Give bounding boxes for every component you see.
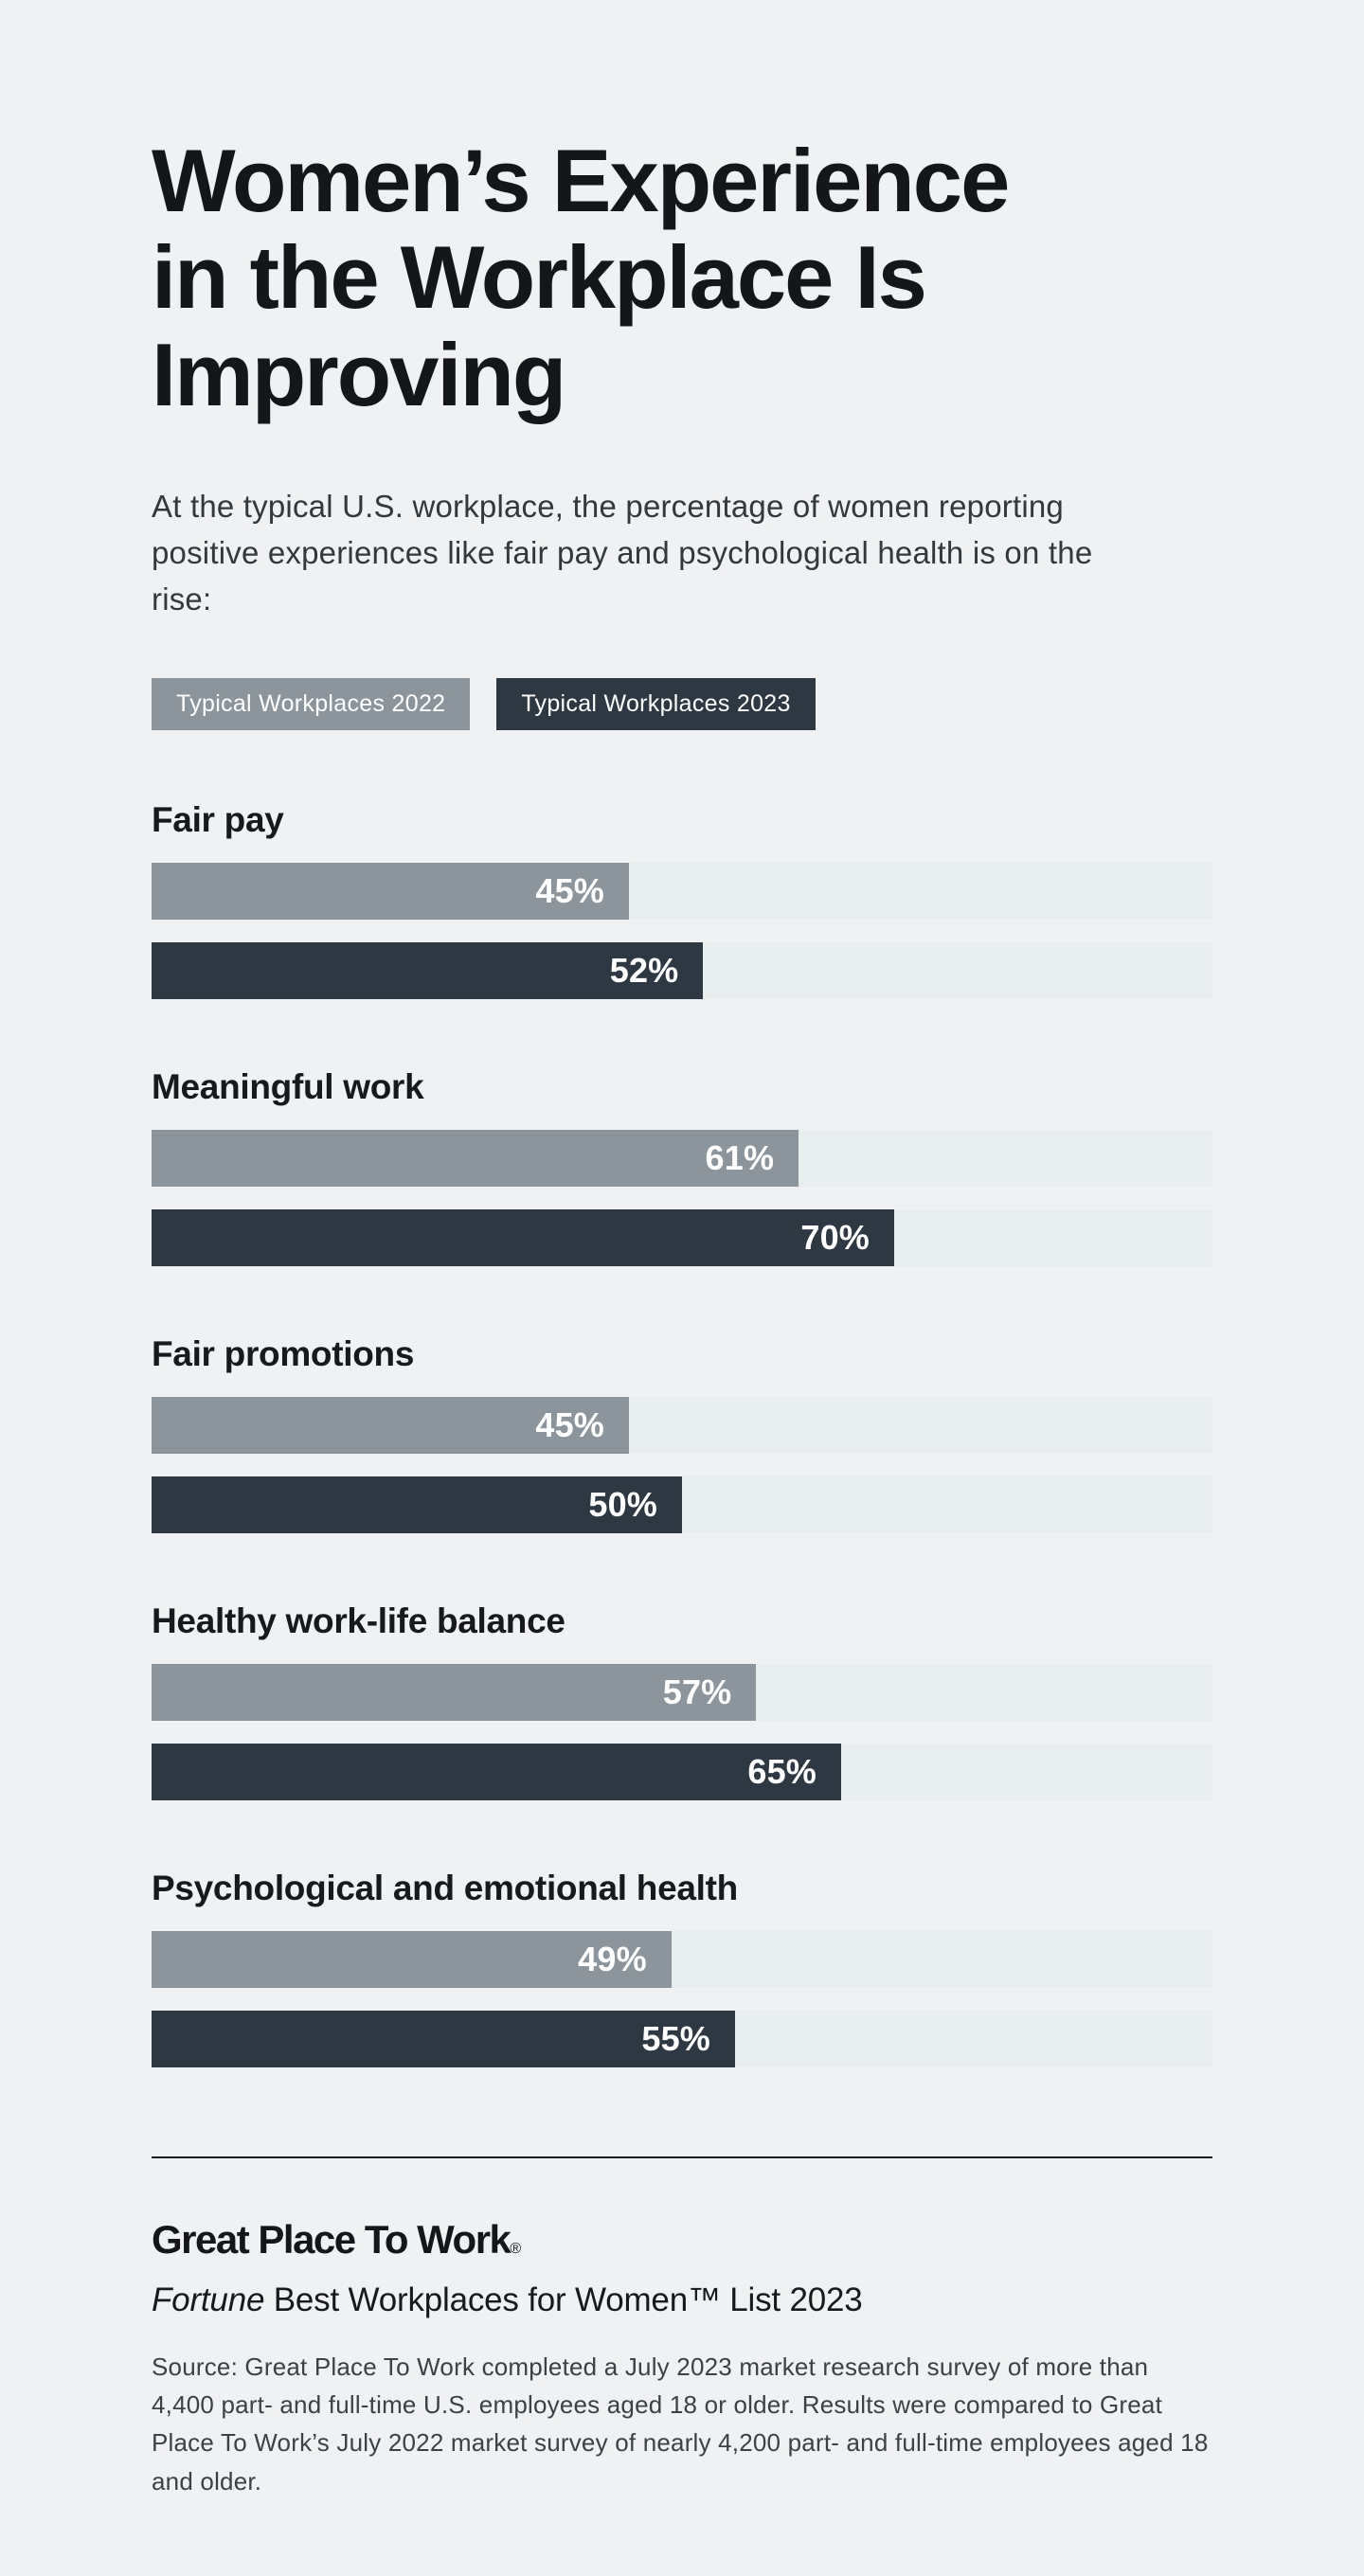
bar-track: 52%: [152, 941, 1212, 999]
category-label: Healthy work-life balance: [152, 1601, 565, 1640]
chart-group: Psychological and emotional health 49% 55%: [152, 1869, 1212, 2067]
chart-legend: Typical Workplaces 2022 Typical Workplac…: [152, 677, 1212, 730]
bar-value-label: 45%: [535, 1404, 604, 1444]
subtitle: At the typical U.S. workplace, the perce…: [152, 489, 1093, 617]
bar-typical-workplaces-2022: 45%: [152, 862, 629, 920]
bar-value-label: 61%: [705, 1137, 775, 1177]
bar-typical-workplaces-2023: 55%: [152, 2010, 735, 2067]
bar-typical-workplaces-2023: 50%: [152, 1476, 682, 1533]
page-title: Women’s Experience in the Workplace Is I…: [152, 0, 1212, 423]
bar-value-label: 55%: [641, 2018, 710, 2058]
list-title: Fortune Best Workplaces for Women™ List …: [152, 2281, 1212, 2319]
bar-track: 45%: [152, 862, 1212, 920]
bar-typical-workplaces-2022: 45%: [152, 1396, 629, 1454]
title-line-2: in the Workplace Is: [152, 227, 927, 328]
registered-mark: ®: [510, 2240, 522, 2257]
bar-track: 49%: [152, 1930, 1212, 1988]
chart-group: Fair promotions 45% 50%: [152, 1334, 1212, 1533]
category-label: Meaningful work: [152, 1066, 424, 1106]
category-label: Fair promotions: [152, 1333, 415, 1373]
footer-divider: [152, 2156, 1212, 2158]
source-note: Source: Great Place To Work completed a …: [152, 2352, 1209, 2496]
category-label: Psychological and emotional health: [152, 1868, 738, 1907]
legend-chip-2023: Typical Workplaces 2023: [496, 677, 816, 730]
bar-track: 45%: [152, 1396, 1212, 1454]
bar-value-label: 45%: [535, 870, 604, 910]
bar-track: 65%: [152, 1743, 1212, 1800]
bar-value-label: 50%: [588, 1484, 657, 1524]
chart-group: Meaningful work 61% 70%: [152, 1067, 1212, 1266]
bar-value-label: 65%: [747, 1751, 817, 1791]
fortune-wordmark: Fortune: [152, 2281, 265, 2318]
infographic: Women’s Experience in the Workplace Is I…: [152, 0, 1212, 2496]
bar-track: 55%: [152, 2010, 1212, 2067]
bar-typical-workplaces-2023: 70%: [152, 1208, 894, 1266]
bar-track: 57%: [152, 1663, 1212, 1721]
legend-chip-2022: Typical Workplaces 2022: [152, 677, 471, 730]
bar-track: 70%: [152, 1208, 1212, 1266]
logo-text: Great Place To Work: [152, 2216, 512, 2262]
bar-typical-workplaces-2023: 52%: [152, 941, 704, 999]
bar-typical-workplaces-2022: 57%: [152, 1663, 757, 1721]
bar-value-label: 49%: [578, 1939, 647, 1978]
bar-value-label: 70%: [800, 1217, 870, 1257]
bar-typical-workplaces-2022: 61%: [152, 1129, 799, 1187]
bar-value-label: 57%: [662, 1672, 732, 1711]
bar-typical-workplaces-2023: 65%: [152, 1743, 841, 1800]
chart-group: Healthy work-life balance 57% 65%: [152, 1601, 1212, 1800]
list-title-text: Best Workplaces for Women™ List 2023: [264, 2281, 863, 2318]
great-place-to-work-logo: Great Place To Work®: [152, 2217, 1212, 2263]
bar-value-label: 52%: [609, 950, 679, 990]
bar-typical-workplaces-2022: 49%: [152, 1930, 672, 1988]
category-label: Fair pay: [152, 799, 284, 839]
bar-track: 61%: [152, 1129, 1212, 1187]
title-line-3: Improving: [152, 324, 566, 424]
bar-track: 50%: [152, 1476, 1212, 1533]
chart-groups: Fair pay 45% 52% Meaningful work 61% 70% Fair …: [152, 800, 1212, 2067]
chart-group: Fair pay 45% 52%: [152, 800, 1212, 999]
title-line-1: Women’s Experience: [152, 131, 1010, 230]
